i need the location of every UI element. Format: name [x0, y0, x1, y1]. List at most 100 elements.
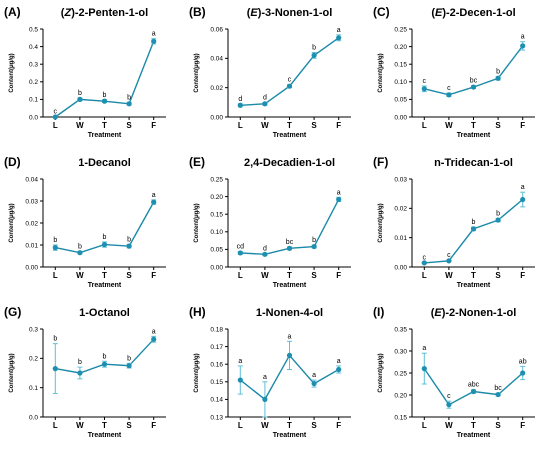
y-tick-label: 0.00	[210, 264, 223, 271]
panel-label: (F)	[373, 155, 388, 169]
x-tick-label: F	[520, 121, 525, 130]
significance-label: a	[337, 189, 341, 196]
y-tick-label: 0.10	[210, 229, 223, 236]
y-tick-label: 0.18	[210, 326, 223, 333]
data-point	[446, 92, 452, 98]
data-point	[151, 199, 157, 205]
y-tick-label: 0.20	[210, 194, 223, 201]
x-tick-label: F	[520, 421, 525, 430]
chart-title: 1-Octanol	[79, 307, 130, 319]
x-axis-title: Treatment	[273, 432, 307, 439]
chart-panel-b: (B) (E)-3-Nonen-1-ol 0.00 0.02 0.04 0.06 L W T S F…	[189, 5, 351, 139]
chart-panel-i: (I) (E)-2-Nonen-1-ol 0.15 0.20 0.25 0.30 0.35 L…	[373, 305, 535, 439]
significance-label: a	[238, 358, 242, 365]
chart-title: (E)-2-Decen-1-ol	[431, 7, 515, 19]
y-tick-label: 0.3	[29, 62, 38, 69]
panel-label: (D)	[4, 155, 21, 169]
data-point	[126, 243, 132, 249]
chart-panel-g: (G) 1-Octanol 0.0 0.1 0.2 0.3 L W T S F Treatment Co…	[4, 305, 166, 439]
x-tick-label: W	[261, 121, 269, 130]
panel-label: (A)	[4, 5, 21, 19]
significance-label: d	[263, 94, 267, 101]
y-tick-label: 0.02	[394, 206, 407, 213]
y-axis-title: Content(μg/g)	[9, 203, 15, 242]
data-point	[286, 352, 293, 358]
y-tick-label: 0.15	[394, 414, 407, 421]
x-tick-label: T	[287, 271, 292, 280]
x-tick-label: F	[336, 421, 341, 430]
significance-label: b	[312, 237, 316, 244]
x-tick-label: L	[422, 421, 427, 430]
y-tick-label: 0.00	[25, 264, 38, 271]
significance-label: b	[78, 90, 82, 97]
significance-label: b	[127, 94, 131, 101]
data-point	[101, 361, 108, 367]
significance-label: cd	[237, 244, 245, 251]
x-axis-title: Treatment	[273, 132, 307, 139]
x-tick-label: F	[151, 421, 156, 430]
y-tick-label: 0.03	[25, 198, 38, 205]
y-tick-label: 0.00	[210, 114, 223, 121]
y-tick-label: 0.00	[394, 114, 407, 121]
x-tick-label: W	[76, 121, 84, 130]
panel-label: (H)	[189, 305, 206, 319]
data-point	[421, 366, 427, 372]
data-point	[52, 114, 58, 120]
significance-label: c	[288, 77, 292, 84]
y-tick-label: 0.01	[394, 235, 407, 242]
data-point	[151, 38, 157, 44]
x-tick-label: S	[126, 271, 132, 280]
data-point	[446, 402, 452, 408]
significance-label: b	[496, 210, 500, 217]
panel-label: (B)	[189, 5, 206, 19]
y-axis-title: Content(μg/g)	[9, 53, 15, 92]
data-point	[151, 336, 157, 342]
x-tick-label: W	[261, 421, 269, 430]
y-tick-label: 0.2	[29, 79, 38, 86]
x-tick-label: S	[495, 121, 501, 130]
y-tick-label: 0.20	[394, 392, 407, 399]
significance-label: b	[103, 353, 107, 360]
data-point	[421, 260, 427, 266]
x-tick-label: W	[76, 421, 84, 430]
significance-label: b	[53, 336, 57, 343]
x-tick-label: W	[445, 121, 453, 130]
data-point	[77, 96, 83, 102]
x-tick-label: S	[495, 421, 501, 430]
data-point	[52, 366, 58, 372]
x-axis-title: Treatment	[273, 282, 307, 289]
significance-label: b	[53, 237, 57, 244]
x-tick-label: W	[445, 421, 453, 430]
significance-label: a	[521, 184, 525, 191]
significance-label: b	[312, 44, 316, 51]
y-tick-label: 0.03	[394, 176, 407, 183]
chart-panel-a: (A) (Z)-2-Penten-1-ol 0.0 0.1 0.2 0.3 0.4 0.5 L W…	[4, 5, 166, 139]
data-point	[126, 101, 132, 107]
significance-label: a	[263, 374, 267, 381]
data-point	[495, 217, 501, 223]
x-tick-label: F	[151, 271, 156, 280]
x-tick-label: L	[53, 271, 58, 280]
y-tick-label: 0.04	[210, 56, 223, 63]
y-tick-label: 0.0	[29, 114, 38, 121]
data-point	[336, 35, 342, 41]
significance-label: bc	[494, 385, 502, 392]
data-point	[421, 86, 427, 92]
y-tick-label: 0.25	[394, 370, 407, 377]
data-point	[126, 363, 132, 369]
x-tick-label: T	[102, 271, 107, 280]
data-point	[336, 196, 342, 203]
data-point	[262, 251, 268, 257]
y-tick-label: 0.1	[29, 385, 38, 392]
significance-label: b	[127, 236, 131, 243]
y-tick-label: 0.02	[25, 220, 38, 227]
significance-label: a	[337, 27, 341, 34]
x-tick-label: T	[471, 121, 476, 130]
x-tick-label: T	[102, 121, 107, 130]
x-axis-title: Treatment	[457, 132, 491, 139]
data-point	[77, 250, 83, 256]
y-tick-label: 0.01	[25, 242, 38, 249]
significance-label: a	[521, 34, 525, 41]
x-tick-label: F	[520, 271, 525, 280]
panel-label: (E)	[189, 155, 205, 169]
